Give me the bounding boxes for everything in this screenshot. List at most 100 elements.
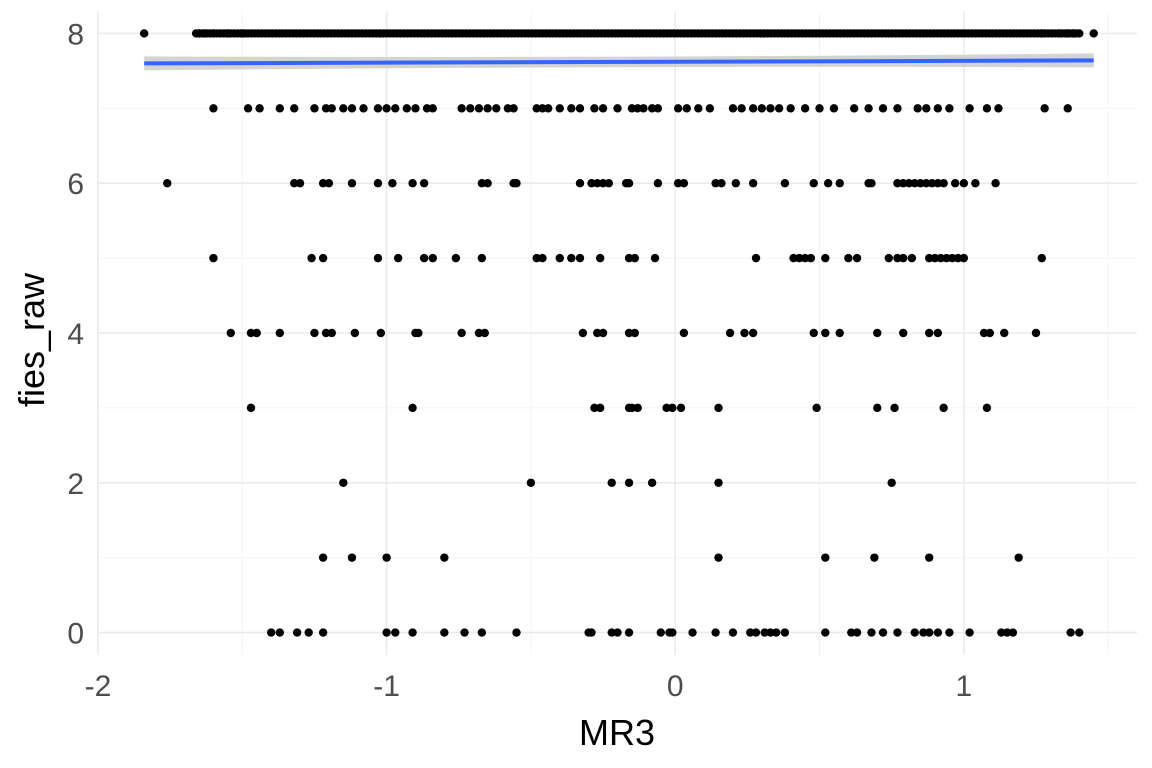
data-point [751, 628, 761, 637]
data-point [567, 253, 576, 263]
data-point [318, 179, 328, 188]
data-point [373, 104, 383, 113]
x-tick-label: 0 [667, 670, 684, 703]
data-point [852, 253, 862, 263]
data-point [705, 104, 715, 113]
data-point [209, 29, 218, 38]
data-point [821, 628, 830, 637]
data-point [910, 179, 919, 188]
data-point [1066, 628, 1075, 637]
data-point [870, 553, 879, 562]
data-point [653, 179, 663, 188]
data-point [466, 104, 475, 113]
data-point [867, 179, 876, 188]
data-point [971, 179, 980, 188]
data-point [460, 628, 469, 637]
data-point [933, 104, 943, 113]
data-point [246, 328, 256, 338]
data-point [893, 628, 902, 637]
data-point [1031, 328, 1041, 338]
data-point [991, 179, 1000, 188]
data-point [457, 328, 466, 338]
data-point [350, 328, 360, 338]
data-point [899, 179, 908, 188]
data-point [925, 553, 934, 562]
data-point [408, 179, 417, 188]
y-tick-label: 2 [67, 468, 84, 501]
data-point [590, 403, 599, 413]
data-point [748, 328, 758, 338]
data-point [318, 628, 328, 637]
data-point [339, 478, 348, 487]
data-point [598, 104, 608, 113]
data-point [627, 104, 637, 113]
data-point [936, 253, 945, 263]
data-point [714, 478, 723, 487]
data-point [760, 628, 769, 637]
data-point [656, 628, 665, 637]
data-point [1008, 628, 1018, 637]
data-point [532, 104, 541, 113]
data-point [575, 104, 585, 113]
data-point [772, 628, 781, 637]
data-point [304, 628, 313, 637]
data-point [538, 253, 547, 263]
data-point [757, 104, 767, 113]
data-point [310, 328, 319, 338]
data-point [457, 104, 466, 113]
data-point [382, 104, 391, 113]
data-point [907, 253, 917, 263]
data-point [933, 328, 943, 338]
data-point [324, 179, 334, 188]
data-point [823, 179, 833, 188]
data-point [373, 253, 383, 263]
data-point [307, 253, 316, 263]
data-point [662, 403, 671, 413]
data-point [388, 179, 397, 188]
y-tick-label: 6 [67, 168, 84, 201]
data-point [1054, 29, 1064, 38]
data-point [939, 179, 948, 188]
data-point [933, 179, 943, 188]
data-point [913, 104, 922, 113]
data-point [945, 104, 954, 113]
data-point [428, 104, 437, 113]
data-point [376, 328, 386, 338]
data-point [985, 328, 995, 338]
data-point [318, 553, 328, 562]
data-point [163, 179, 172, 188]
data-point [575, 253, 585, 263]
y-tick-label: 0 [67, 618, 84, 651]
data-point [613, 628, 622, 637]
data-point [774, 104, 784, 113]
data-point [604, 179, 614, 188]
data-point [728, 628, 738, 637]
data-point [411, 104, 420, 113]
data-point [1000, 328, 1009, 338]
data-point [925, 253, 934, 263]
data-point [979, 328, 989, 338]
x-tick-label: 1 [955, 670, 972, 703]
data-point [408, 628, 417, 637]
data-point [933, 628, 943, 637]
data-point [1069, 29, 1078, 38]
data-point [893, 104, 902, 113]
data-point [624, 328, 634, 338]
data-point [598, 328, 608, 338]
data-point [238, 29, 247, 38]
data-point [737, 104, 746, 113]
data-point [347, 104, 357, 113]
data-point [899, 253, 908, 263]
data-point [483, 179, 492, 188]
data-point [578, 328, 588, 338]
data-point [942, 253, 951, 263]
data-point [624, 253, 634, 263]
data-point [630, 253, 640, 263]
data-point [318, 253, 328, 263]
data-point [512, 179, 521, 188]
data-point [673, 179, 683, 188]
data-point [1040, 104, 1049, 113]
data-point [982, 403, 992, 413]
data-point [922, 104, 931, 113]
